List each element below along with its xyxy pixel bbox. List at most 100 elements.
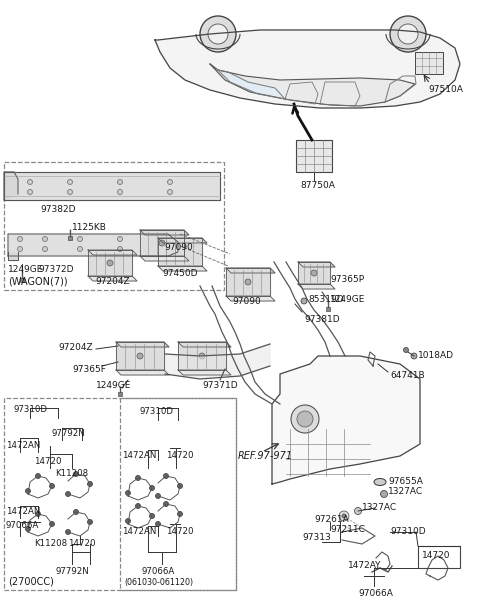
Circle shape [65,492,71,496]
Text: 97371D: 97371D [202,382,238,391]
Text: 97261A: 97261A [314,515,349,524]
Text: 97066A: 97066A [6,521,39,530]
Text: 97381D: 97381D [304,315,340,324]
Text: 97365P: 97365P [330,274,364,283]
Circle shape [36,512,40,516]
Polygon shape [88,250,137,255]
Circle shape [25,489,31,493]
Circle shape [125,490,131,495]
Circle shape [49,483,55,489]
Polygon shape [158,238,202,266]
Circle shape [125,518,131,524]
Circle shape [164,474,168,478]
Bar [296,140,332,172]
Circle shape [77,237,83,242]
Polygon shape [116,342,164,370]
Text: 97450D: 97450D [162,269,197,278]
Circle shape [25,527,31,532]
Polygon shape [158,238,207,243]
Text: 97204Z: 97204Z [58,344,93,353]
Text: K11208: K11208 [34,539,67,548]
Circle shape [43,237,48,242]
Text: 1472AN: 1472AN [6,507,40,516]
Polygon shape [155,30,460,108]
Text: 1472AY: 1472AY [348,562,382,571]
Circle shape [208,24,228,44]
Circle shape [245,279,251,285]
Polygon shape [226,268,275,273]
Bar [4,162,224,290]
Text: 14720: 14720 [166,527,193,536]
Polygon shape [165,344,270,379]
Text: 14720: 14720 [68,539,96,548]
Circle shape [43,246,48,251]
Circle shape [149,486,155,490]
Text: 97365F: 97365F [72,364,106,373]
Text: 97792N: 97792N [52,429,86,439]
Text: 97090: 97090 [164,243,193,252]
Text: 1249GE: 1249GE [8,266,43,274]
Polygon shape [8,234,178,256]
Text: 97382D: 97382D [40,205,75,213]
Circle shape [77,246,83,251]
Circle shape [168,179,172,184]
Text: 97310D: 97310D [140,408,174,417]
Circle shape [118,179,122,184]
Circle shape [178,512,182,516]
Polygon shape [4,172,220,200]
Text: 97090: 97090 [232,298,261,306]
Circle shape [135,504,141,509]
Circle shape [137,353,143,359]
Text: 97313: 97313 [302,533,331,542]
Text: 14720: 14720 [166,452,193,460]
Text: 97310D: 97310D [14,405,48,414]
Ellipse shape [374,478,386,486]
Circle shape [135,475,141,481]
Circle shape [87,519,93,524]
Circle shape [36,474,40,478]
Text: REF.97-971: REF.97-971 [238,451,293,461]
Text: 1472AN: 1472AN [6,442,40,451]
Polygon shape [88,250,132,276]
Polygon shape [178,342,226,370]
Text: 1249GE: 1249GE [330,295,365,303]
Polygon shape [4,172,18,200]
Polygon shape [116,370,169,375]
Circle shape [156,521,160,527]
Polygon shape [210,64,415,106]
Polygon shape [178,342,231,347]
Polygon shape [158,266,207,271]
Polygon shape [178,370,231,375]
Circle shape [390,16,426,52]
Circle shape [87,481,93,486]
Bar [4,398,236,590]
Circle shape [398,24,418,44]
Text: 14720: 14720 [422,551,451,561]
Circle shape [68,190,72,194]
Text: 1327AC: 1327AC [362,504,397,513]
Circle shape [107,260,113,266]
Circle shape [68,179,72,184]
Circle shape [118,246,122,251]
Text: 1327AC: 1327AC [388,487,423,496]
Circle shape [178,483,182,489]
Polygon shape [116,342,169,347]
Polygon shape [8,252,18,260]
Circle shape [311,270,317,276]
Polygon shape [272,356,420,484]
Circle shape [297,411,313,427]
Text: 97655A: 97655A [388,478,423,486]
Circle shape [17,237,23,242]
Circle shape [339,511,349,521]
Circle shape [49,521,55,527]
Circle shape [65,530,71,535]
Polygon shape [298,284,335,289]
Text: (WAGON(7)): (WAGON(7)) [8,277,68,287]
Circle shape [301,298,307,304]
Circle shape [73,510,79,515]
Polygon shape [298,262,330,284]
Circle shape [168,190,172,194]
Text: 97211C: 97211C [330,525,365,535]
Circle shape [159,240,165,246]
Text: 14720: 14720 [34,457,61,466]
